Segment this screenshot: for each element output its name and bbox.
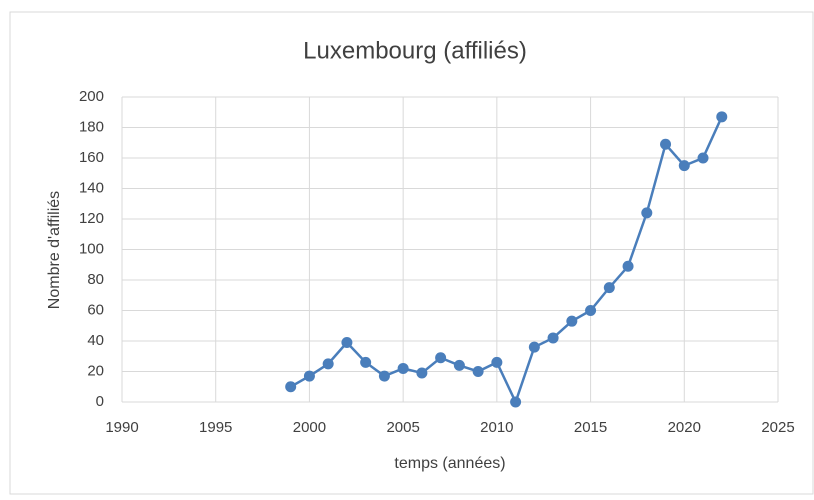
data-point (697, 152, 709, 164)
x-tick-label: 2005 (386, 419, 419, 436)
y-tick-label: 80 (87, 271, 104, 288)
x-tick-label: 2010 (480, 419, 513, 436)
x-tick-label: 2020 (668, 419, 701, 436)
data-point (622, 260, 634, 272)
y-tick-label: 60 (87, 301, 104, 318)
y-tick-label: 160 (79, 149, 104, 166)
data-point (360, 356, 372, 368)
data-point (678, 160, 690, 172)
x-tick-label: 1990 (105, 419, 138, 436)
y-tick-label: 100 (79, 240, 104, 257)
data-point (416, 367, 428, 379)
y-tick-label: 200 (79, 88, 104, 105)
data-point (566, 315, 578, 327)
data-point (397, 362, 409, 374)
y-tick-label: 0 (96, 393, 104, 410)
y-tick-label: 180 (79, 118, 104, 135)
data-point (585, 305, 597, 316)
x-tick-label: 2015 (574, 419, 607, 436)
x-axis-label: temps (années) (394, 455, 505, 472)
y-tick-label: 120 (79, 210, 104, 227)
data-point (435, 352, 447, 364)
x-tick-label: 1995 (199, 419, 232, 436)
y-axis-label: Nombre d'affiliés (46, 191, 63, 309)
data-point (303, 370, 315, 382)
data-point (547, 332, 559, 344)
data-point (528, 341, 540, 353)
y-tick-label: 40 (87, 332, 104, 349)
y-tick-label: 140 (79, 179, 104, 196)
x-tick-label: 2025 (761, 419, 794, 436)
data-point (641, 207, 653, 219)
data-point (341, 337, 353, 349)
chart-title: Luxembourg (affiliés) (303, 37, 527, 64)
data-point (510, 396, 522, 408)
data-point (716, 111, 728, 123)
data-point (378, 370, 390, 382)
data-point (491, 356, 503, 368)
data-point (660, 138, 672, 150)
chart-frame (9, 11, 814, 495)
data-point (472, 366, 484, 377)
data-point (322, 358, 334, 370)
x-tick-label: 2000 (293, 419, 326, 436)
data-point (603, 282, 615, 294)
y-tick-label: 20 (87, 362, 104, 379)
data-point (285, 381, 297, 393)
data-point (453, 359, 465, 371)
